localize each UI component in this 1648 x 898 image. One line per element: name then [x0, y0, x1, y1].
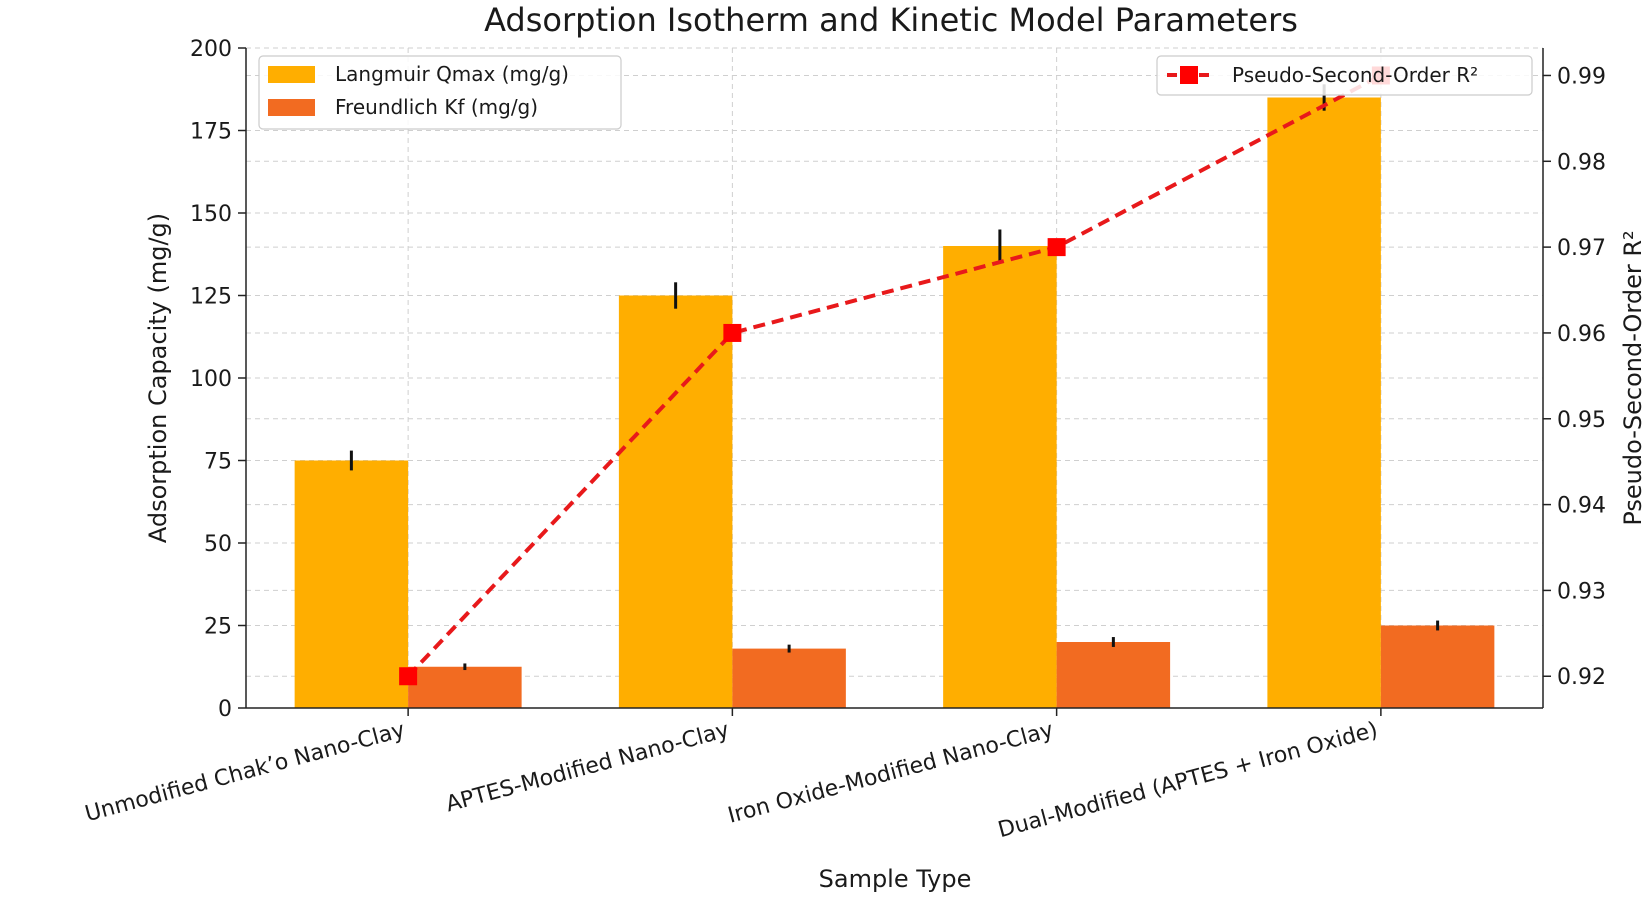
bar-1-2 [1056, 642, 1171, 708]
r2-line [406, 73, 1382, 678]
legend-label-freundlich: Freundlich Kf (mg/g) [335, 95, 538, 119]
y-tick-label-5: 125 [190, 285, 232, 310]
y-tick-label-8: 200 [190, 37, 232, 62]
bar-0-3 [1267, 97, 1381, 708]
y2-tick-label-3: 0.95 [1557, 408, 1606, 433]
r2-line-series [399, 66, 1390, 686]
y-tick-label-2: 50 [204, 532, 232, 557]
y2-tick-label-2: 0.94 [1557, 494, 1606, 519]
y-tick-label-3: 75 [204, 450, 232, 475]
bar-1-1 [732, 648, 846, 708]
bar-0-1 [618, 295, 733, 708]
bar-1-0 [408, 666, 522, 708]
right-y-ticks: 0.92 0.93 0.94 0.95 0.96 0.97 0.98 0.99 [1543, 64, 1606, 690]
y2-tick-label-6: 0.98 [1557, 150, 1606, 175]
y-tick-label-0: 0 [218, 697, 232, 722]
legend-bars: Langmuir Qmax (mg/g) Freundlich Kf (mg/g… [258, 55, 622, 130]
legend-bars-frame [258, 55, 622, 130]
y-tick-label-7: 175 [190, 120, 232, 145]
y2-axis-label: Pseudo-Second-Order R² [1619, 230, 1647, 525]
legend-label-langmuir: Langmuir Qmax (mg/g) [335, 62, 569, 86]
y-tick-label-6: 150 [190, 202, 232, 227]
left-y-ticks: 0 25 50 75 100 125 150 175 200 [190, 37, 246, 722]
x-tick-label-1: APTES-Modified Nano-Clay [443, 718, 732, 818]
r2-point-0 [399, 667, 418, 686]
legend-swatch-langmuir [268, 66, 315, 83]
bar-0-0 [294, 460, 409, 708]
r2-point-2 [1047, 238, 1066, 257]
r2-point-1 [723, 323, 742, 342]
y2-tick-label-7: 0.99 [1557, 64, 1606, 89]
y2-tick-label-1: 0.93 [1557, 579, 1606, 604]
y-tick-label-4: 100 [190, 367, 232, 392]
y-tick-label-1: 25 [204, 615, 232, 640]
bars [294, 97, 1495, 708]
x-ticks: Unmodified Chak’o Nano-Clay APTES-Modifie… [82, 708, 1382, 843]
x-axis-label: Sample Type [819, 865, 972, 893]
legend-swatch-freundlich [268, 99, 315, 116]
legend-line: Pseudo-Second-Order R² [1156, 55, 1533, 96]
y2-tick-label-0: 0.92 [1557, 665, 1606, 690]
legend-label-r2: Pseudo-Second-Order R² [1232, 63, 1478, 87]
legend-marker-sample [1180, 66, 1198, 84]
x-tick-label-2: Iron Oxide-Modified Nano-Clay [725, 718, 1056, 829]
chart-title: Adsorption Isotherm and Kinetic Model Pa… [484, 1, 1298, 39]
y2-tick-label-5: 0.97 [1557, 236, 1606, 261]
y-axis-label: Adsorption Capacity (mg/g) [144, 213, 172, 543]
legend-line-frame [1156, 55, 1533, 96]
bar-1-3 [1380, 625, 1495, 708]
bar-0-2 [943, 246, 1057, 708]
y2-tick-label-4: 0.96 [1557, 322, 1606, 347]
x-tick-label-0: Unmodified Chak’o Nano-Clay [82, 718, 407, 828]
